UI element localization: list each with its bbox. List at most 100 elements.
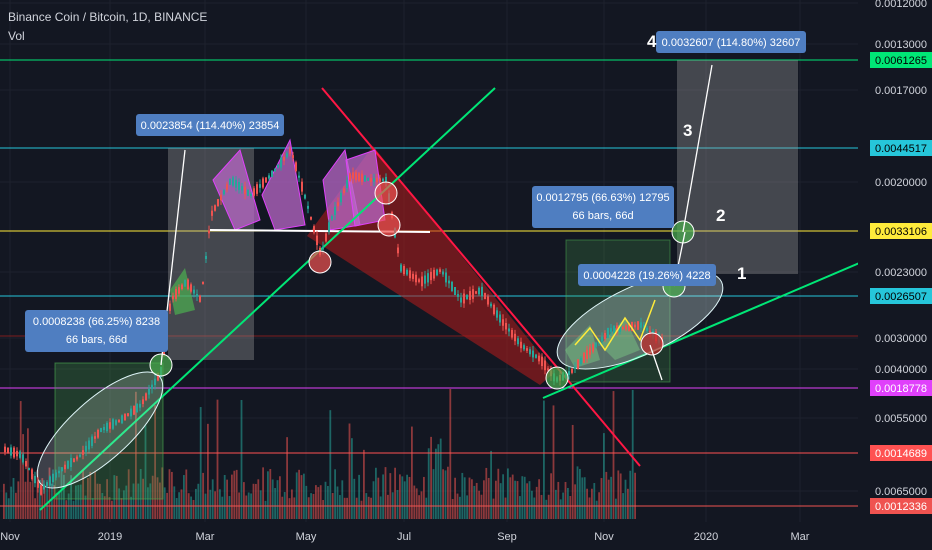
candle-body bbox=[490, 303, 492, 307]
candle-body bbox=[487, 296, 489, 305]
volume-bar bbox=[180, 489, 183, 519]
volume-bar bbox=[492, 498, 495, 519]
volume-bar bbox=[353, 478, 356, 519]
candle-body bbox=[172, 295, 174, 300]
volume-bar bbox=[24, 481, 27, 519]
candle-body bbox=[346, 180, 348, 188]
candle-body bbox=[277, 164, 279, 168]
candle-body bbox=[370, 178, 372, 182]
candle-body bbox=[517, 338, 519, 345]
candle-body bbox=[295, 162, 297, 172]
candle-body bbox=[322, 246, 324, 250]
candle-body bbox=[400, 264, 402, 272]
volume-bar bbox=[324, 481, 327, 519]
volume-bar bbox=[485, 467, 488, 519]
volume-bar bbox=[552, 405, 555, 519]
candle-body bbox=[25, 461, 27, 467]
volume-bar bbox=[439, 438, 442, 519]
volume-bar bbox=[94, 471, 96, 519]
volume-bar bbox=[533, 497, 536, 519]
volume-bar bbox=[19, 401, 22, 519]
measure-callout bbox=[136, 114, 284, 136]
candle-body bbox=[385, 177, 387, 183]
candle-body bbox=[502, 319, 504, 326]
pivot-marker bbox=[308, 250, 332, 274]
volume-bar bbox=[130, 496, 132, 519]
volume-bar bbox=[370, 497, 372, 519]
pattern-triangle bbox=[170, 268, 195, 315]
zigzag-path bbox=[574, 299, 656, 352]
volume-bar bbox=[269, 469, 272, 519]
candle-body bbox=[325, 233, 327, 242]
volume-bar bbox=[519, 496, 521, 519]
volume-bar bbox=[545, 499, 548, 519]
candle-body bbox=[283, 156, 285, 161]
volume-bar bbox=[29, 481, 32, 519]
volume-bar bbox=[159, 482, 161, 519]
volume-bar bbox=[192, 499, 195, 519]
candle-body bbox=[481, 286, 483, 297]
candle-body bbox=[478, 287, 480, 295]
candle-body bbox=[604, 332, 606, 340]
candle-body bbox=[331, 216, 333, 220]
volume-bar bbox=[103, 496, 106, 519]
candle-body bbox=[583, 352, 585, 363]
candle-body bbox=[427, 273, 429, 283]
candle-body bbox=[112, 419, 114, 429]
candle-body bbox=[421, 276, 423, 287]
volume-bar bbox=[300, 475, 303, 519]
volume-bar bbox=[514, 480, 516, 519]
candle-body bbox=[337, 202, 339, 207]
candle-body bbox=[568, 371, 570, 375]
volume-bar bbox=[135, 391, 137, 519]
time-tick-label: May bbox=[296, 531, 317, 543]
volume-bar bbox=[334, 469, 336, 519]
volume-bar bbox=[605, 471, 608, 519]
time-tick-label: 2019 bbox=[98, 531, 122, 543]
callout-text: 0.0023854 (114.40%) 23854 bbox=[141, 120, 280, 132]
volume-bar bbox=[435, 448, 437, 519]
volume-bar bbox=[543, 400, 545, 519]
volume-bar bbox=[487, 477, 490, 519]
candle-body bbox=[235, 179, 237, 188]
measure-callout bbox=[25, 310, 168, 352]
candle-body bbox=[520, 341, 522, 349]
volume-bar bbox=[221, 496, 224, 519]
price-level-badge bbox=[870, 380, 932, 396]
price-level-label: 0.0033106 bbox=[875, 226, 927, 238]
pivot-marker bbox=[640, 332, 664, 356]
candle-body bbox=[232, 177, 234, 186]
candle-body bbox=[127, 413, 129, 417]
candle-body bbox=[244, 186, 246, 195]
volume-bar bbox=[27, 428, 29, 519]
price-tick-label: 0.0065000 bbox=[875, 486, 927, 498]
volume-bar bbox=[437, 444, 440, 519]
callout-text: 66 bars, 66d bbox=[572, 210, 633, 222]
volume-bar bbox=[72, 500, 75, 519]
candle-body bbox=[13, 447, 15, 458]
candle-body bbox=[58, 470, 60, 474]
volume-indicator-label[interactable]: Vol bbox=[8, 29, 25, 43]
time-axis[interactable]: Nov 2019 Mar May Jul Sep Nov 2020 Mar bbox=[0, 522, 932, 550]
price-axis[interactable]: 0.0012000 0.0013000 0.0017000 0.0020000 0.00… bbox=[858, 0, 932, 550]
candle-body bbox=[316, 235, 318, 246]
candle-body bbox=[214, 205, 216, 211]
volume-bar bbox=[154, 405, 156, 519]
candle-body bbox=[571, 368, 573, 373]
candle-body bbox=[592, 344, 594, 352]
volume-bar bbox=[411, 426, 413, 519]
candle-body bbox=[178, 287, 180, 294]
candle-body bbox=[196, 294, 198, 297]
candle-body bbox=[22, 454, 24, 463]
candle-body bbox=[4, 446, 6, 453]
volume-bar bbox=[538, 479, 540, 519]
candle-body bbox=[586, 349, 588, 360]
candle-body bbox=[43, 484, 45, 490]
volume-bar bbox=[607, 479, 610, 519]
volume-bar bbox=[185, 469, 188, 519]
volume-bar bbox=[41, 478, 44, 519]
volume-bar bbox=[466, 495, 468, 519]
candle-body bbox=[253, 188, 255, 196]
volume-bar bbox=[137, 483, 140, 519]
